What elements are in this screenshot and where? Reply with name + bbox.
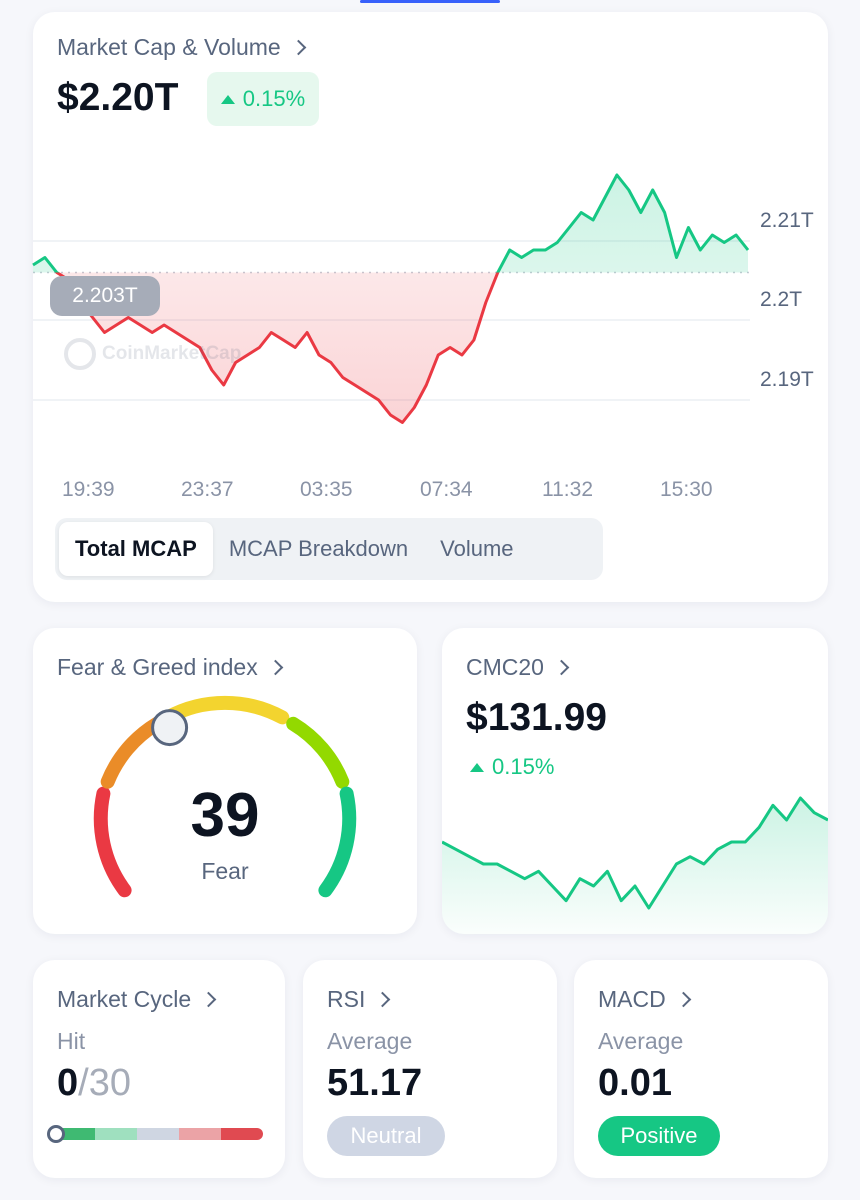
rsi-value: 51.17 (327, 1062, 423, 1104)
cmc20-value: $131.99 (466, 696, 607, 739)
chevron-right-icon (675, 991, 692, 1008)
fear-greed-card[interactable]: Fear & Greed index 39 Fear (33, 628, 417, 934)
coinmarketcap-logo-icon (64, 338, 96, 370)
fear-greed-title-label: Fear & Greed index (57, 654, 258, 680)
fear-greed-label: Fear (201, 858, 249, 884)
market-cycle-bar (53, 1128, 263, 1140)
market-cycle-card[interactable]: Market Cycle Hit 0 /30 (33, 960, 285, 1178)
cycle-bar-segment (95, 1128, 137, 1140)
sparkline-area-fill (442, 798, 828, 934)
x-tick-label: 23:37 (181, 478, 234, 501)
active-tab-indicator (360, 0, 500, 3)
market-cap-change-label: 0.15% (242, 86, 306, 111)
fear-greed-title[interactable]: Fear & Greed index (57, 654, 283, 681)
triangle-up-icon (470, 762, 484, 772)
macd-title-label: MACD (598, 986, 666, 1012)
gauge-segment-fear (100, 716, 164, 789)
rsi-title-label: RSI (327, 986, 366, 1012)
macd-card[interactable]: MACD Average 0.01 Positive (574, 960, 828, 1178)
gauge-indicator-knob (151, 709, 189, 747)
x-tick-label: 03:35 (300, 478, 353, 501)
market-cap-value: $2.20T (57, 76, 179, 119)
coinmarketcap-watermark: CoinMarketCap (64, 338, 241, 370)
y-tick-label: 2.2T (760, 288, 803, 311)
market-cap-change-badge: 0.15% (207, 72, 319, 126)
gauge-segment-greed (286, 716, 350, 789)
cycle-bar-segment (137, 1128, 179, 1140)
reference-value-pill: 2.203T (50, 276, 160, 316)
cmc20-change: 0.15% (470, 754, 554, 780)
market-cycle-sub-label: Hit (57, 1028, 86, 1054)
rsi-card[interactable]: RSI Average 51.17 Neutral (303, 960, 557, 1178)
cmc20-change-label: 0.15% (492, 754, 555, 779)
fear-greed-gauge (93, 695, 357, 898)
macd-sub-label: Average (598, 1028, 684, 1054)
x-tick-label: 07:34 (420, 478, 473, 501)
gauge-segment-extreme-fear (93, 786, 132, 898)
tab-mcap-breakdown[interactable]: MCAP Breakdown (228, 536, 409, 561)
macd-title[interactable]: MACD (598, 986, 692, 1013)
market-cycle-total: /30 (78, 1062, 131, 1104)
cycle-bar-segment (179, 1128, 221, 1140)
cycle-bar-indicator (47, 1125, 65, 1143)
market-cap-title[interactable]: Market Cap & Volume (57, 34, 306, 61)
cmc20-sparkline (442, 796, 828, 934)
x-tick-label: 19:39 (62, 478, 115, 501)
market-cycle-value: 0 (57, 1062, 79, 1104)
tab-volume[interactable]: Volume (440, 536, 514, 561)
y-tick-label: 2.19T (760, 368, 814, 391)
macd-status-badge: Positive (598, 1116, 720, 1156)
chevron-right-icon (375, 991, 391, 1008)
rsi-title[interactable]: RSI (327, 986, 391, 1013)
gauge-segment-neutral (160, 695, 290, 725)
tab-total-mcap[interactable]: Total MCAP (59, 522, 213, 576)
chevron-right-icon (200, 991, 217, 1008)
cmc20-card[interactable]: CMC20 $131.99 0.15% (442, 628, 828, 934)
gauge-segment-extreme-greed (318, 786, 357, 898)
market-cycle-title[interactable]: Market Cycle (57, 986, 217, 1013)
area-fill-down (33, 272, 748, 423)
cycle-bar-segment (221, 1128, 263, 1140)
cmc20-title[interactable]: CMC20 (466, 654, 570, 681)
series-line-down (54, 272, 500, 424)
area-fill-up (33, 175, 748, 273)
x-tick-label: 11:32 (542, 478, 593, 501)
series-line-up (32, 173, 750, 273)
chart-tab-group: Total MCAP MCAP Breakdown Volume (55, 518, 603, 580)
fear-greed-value: 39 (190, 781, 260, 850)
x-tick-label: 15:30 (660, 478, 713, 501)
market-cycle-value-row: 0 /30 (57, 1062, 131, 1105)
cmc20-title-label: CMC20 (466, 654, 544, 680)
market-cap-title-label: Market Cap & Volume (57, 34, 281, 60)
y-tick-label: 2.21T (760, 209, 814, 232)
sparkline-series-line (442, 796, 828, 910)
rsi-sub-label: Average (327, 1028, 413, 1054)
market-cycle-title-label: Market Cycle (57, 986, 192, 1012)
watermark-text: CoinMarketCap (102, 343, 242, 364)
triangle-up-icon (220, 94, 235, 104)
rsi-status-badge: Neutral (327, 1116, 445, 1156)
macd-value: 0.01 (598, 1062, 672, 1104)
market-cap-chart[interactable] (0, 0, 860, 620)
